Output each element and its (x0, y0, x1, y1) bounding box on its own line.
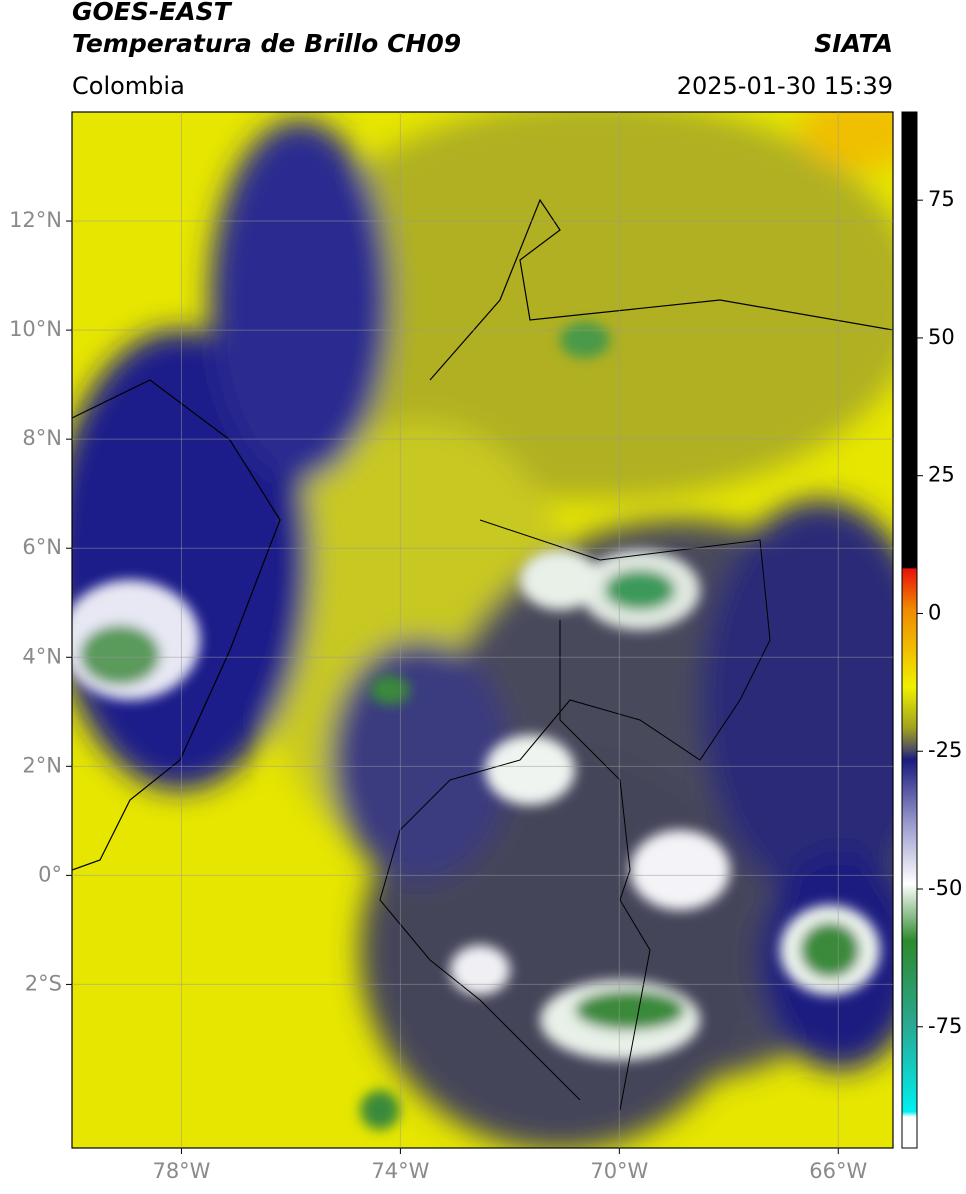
subtitle: Temperatura de Brillo CH09 (72, 29, 461, 58)
region: Colombia (72, 72, 185, 100)
x-tick-label: 78°W (152, 1159, 210, 1183)
title: GOES-EAST (72, 0, 233, 26)
y-tick-label: 6°N (22, 535, 62, 559)
colorbar-tick-label: -25 (928, 738, 962, 762)
colorbar-tick-label: 0 (928, 600, 941, 624)
y-tick-label: 8°N (22, 426, 62, 450)
x-tick-label: 74°W (371, 1159, 429, 1183)
datetime: 2025-01-30 15:39 (677, 72, 893, 100)
y-tick-label: 12°N (9, 208, 62, 232)
source: SIATA (814, 29, 893, 58)
colorbar-tick-label: 25 (928, 463, 955, 487)
colorbar-tick-label: -75 (928, 1014, 962, 1038)
y-tick-label: 4°N (22, 644, 62, 668)
colorbar-tick-label: 50 (928, 325, 955, 349)
colorbar (901, 111, 918, 1149)
map-frame (71, 111, 894, 1149)
x-tick-label: 66°W (809, 1159, 867, 1183)
y-tick-label: 2°S (25, 971, 62, 995)
satellite-image (72, 112, 893, 1148)
colorbar-tick-label: 75 (928, 187, 955, 211)
colorbar-tick-label: -50 (928, 876, 962, 900)
y-tick-label: 2°N (22, 753, 62, 777)
x-tick-label: 70°W (590, 1159, 648, 1183)
y-tick-label: 10°N (9, 317, 62, 341)
y-tick-label: 0° (38, 862, 62, 886)
